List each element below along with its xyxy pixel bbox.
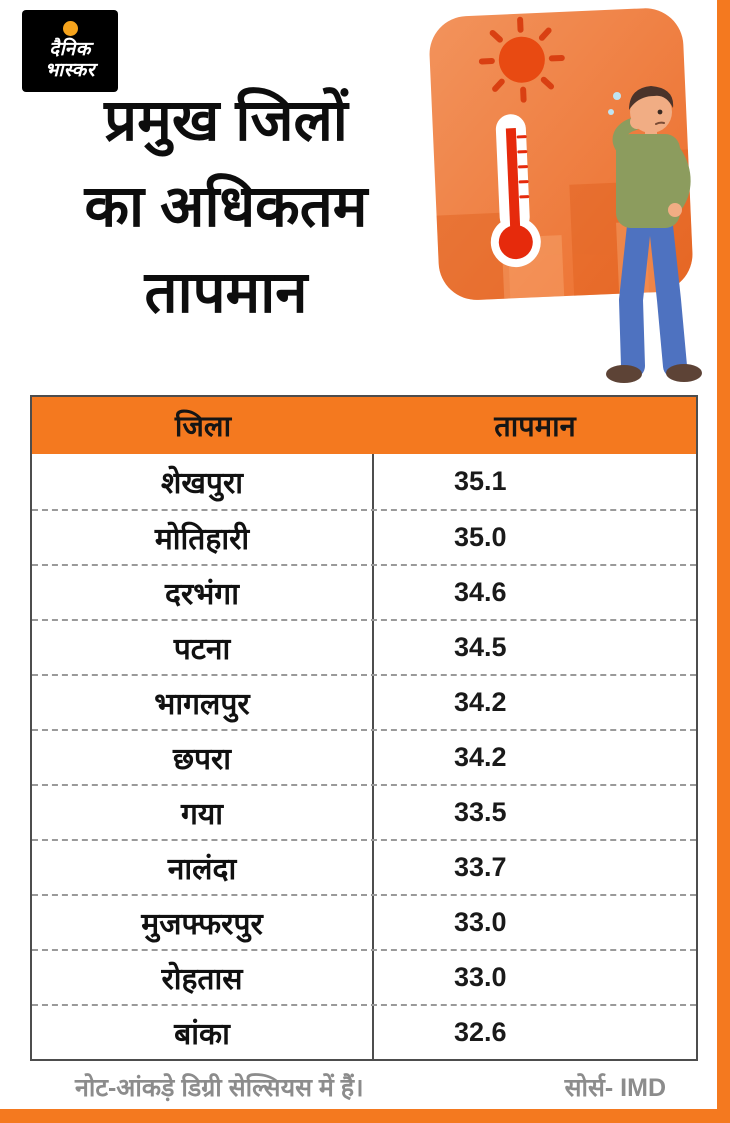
weather-illustration xyxy=(418,0,730,402)
district-cell: छपरा xyxy=(32,731,374,784)
sweating-man-illustration xyxy=(606,86,702,383)
district-cell: रोहतास xyxy=(32,951,374,1004)
table-row: शेखपुरा 35.1 xyxy=(32,454,696,509)
thermometer-icon xyxy=(490,114,541,268)
temperature-cell: 32.6 xyxy=(454,1017,507,1047)
logo-sun-dot-icon xyxy=(62,20,78,36)
district-column-header: जिला xyxy=(174,411,232,443)
district-cell: पटना xyxy=(32,621,374,674)
logo-text-line1: दैनिक xyxy=(49,38,91,60)
source-credit: सोर्स- IMD xyxy=(564,1074,666,1102)
temperature-cell: 33.0 xyxy=(454,907,507,937)
temperature-cell: 33.5 xyxy=(454,797,507,827)
table-row: बांका 32.6 xyxy=(32,1004,696,1059)
temperature-cell: 34.5 xyxy=(454,632,507,662)
logo-text-line2: भास्कर xyxy=(44,60,96,81)
title-line-3: तापमान xyxy=(144,259,308,325)
right-edge-bar xyxy=(717,0,730,1123)
temperature-cell: 34.2 xyxy=(454,742,507,772)
page-title: प्रमुख जिलों का अधिकतम तापमान xyxy=(8,78,444,335)
district-cell: मुजफ्फरपुर xyxy=(32,896,374,949)
district-cell: नालंदा xyxy=(32,841,374,894)
temperature-cell: 35.1 xyxy=(454,466,507,496)
table-row: पटना 34.5 xyxy=(32,619,696,674)
district-cell: भागलपुर xyxy=(32,676,374,729)
district-cell: गया xyxy=(32,786,374,839)
temperature-cell: 35.0 xyxy=(454,522,507,552)
district-cell: मोतिहारी xyxy=(32,511,374,564)
dainik-bhaskar-logo: दैनिक भास्कर xyxy=(22,10,118,92)
temperature-column-header: तापमान xyxy=(494,411,576,443)
district-cell: बांका xyxy=(32,1006,374,1059)
district-cell: शेखपुरा xyxy=(32,454,374,509)
table-row: रोहतास 33.0 xyxy=(32,949,696,1004)
table-row: गया 33.5 xyxy=(32,784,696,839)
bottom-edge-bar xyxy=(0,1109,730,1123)
table-row: मुजफ्फरपुर 33.0 xyxy=(32,894,696,949)
table-row: नालंदा 33.7 xyxy=(32,839,696,894)
footnote-bar: नोट-आंकड़े डिग्री सेल्सियस में हैं। सोर्… xyxy=(30,1070,698,1104)
units-note: नोट-आंकड़े डिग्री सेल्सियस में हैं। xyxy=(75,1074,364,1102)
sun-icon xyxy=(478,16,565,103)
temperature-table: जिला तापमान शेखपुरा 35.1 मोतिहारी 35.0 द… xyxy=(30,395,698,1061)
title-line-1: प्रमुख जिलों xyxy=(104,88,348,153)
table-row: मोतिहारी 35.0 xyxy=(32,509,696,564)
table-header-row: जिला तापमान xyxy=(32,397,696,454)
district-cell: दरभंगा xyxy=(32,566,374,619)
title-line-2: का अधिकतम xyxy=(84,173,368,239)
temperature-cell: 34.6 xyxy=(454,577,507,607)
table-row: छपरा 34.2 xyxy=(32,729,696,784)
table-row: भागलपुर 34.2 xyxy=(32,674,696,729)
temperature-cell: 33.0 xyxy=(454,962,507,992)
temperature-cell: 33.7 xyxy=(454,852,507,882)
table-row: दरभंगा 34.6 xyxy=(32,564,696,619)
temperature-cell: 34.2 xyxy=(454,687,507,717)
